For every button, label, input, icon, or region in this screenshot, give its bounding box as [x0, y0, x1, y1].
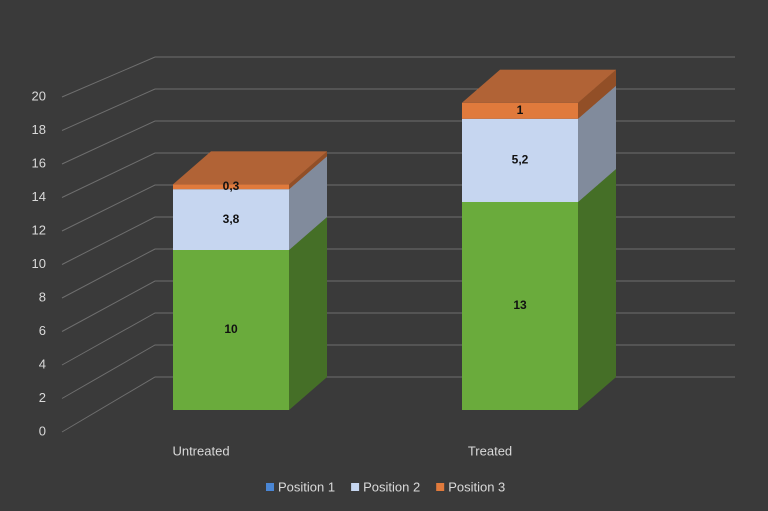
legend-swatch [266, 483, 274, 491]
bar-front [173, 250, 289, 410]
x-tick-label: Untreated [172, 443, 229, 458]
bar-segment [173, 156, 327, 250]
x-tick-label: Treated [468, 443, 512, 458]
bar-top [173, 151, 327, 185]
bar-segment [173, 217, 327, 410]
bar-side [578, 169, 616, 410]
value-label: 10 [224, 322, 238, 336]
y-tick-label: 4 [39, 356, 46, 371]
y-tick-label: 16 [32, 155, 46, 170]
bar-side [289, 217, 327, 410]
bar-side-shade [578, 169, 616, 410]
bar-segment [462, 69, 616, 119]
bar-front [462, 118, 578, 202]
y-tick-label: 18 [32, 122, 46, 137]
bar-side [289, 156, 327, 250]
grid-line [61, 56, 735, 98]
bar-top [462, 69, 616, 103]
bar-side [578, 69, 616, 119]
value-label: 1 [517, 103, 524, 117]
y-tick-label: 20 [32, 88, 46, 103]
bar-side [289, 151, 327, 190]
value-label: 13 [513, 298, 527, 312]
bar-front [173, 184, 289, 190]
bar-front [462, 202, 578, 410]
bar-segment [462, 85, 616, 202]
legend-swatch [436, 483, 445, 491]
bar-top-shade [173, 151, 327, 185]
y-tick-label: 0 [39, 423, 46, 438]
y-tick-label: 8 [39, 289, 46, 304]
bar-front [173, 189, 289, 250]
legend-label: Position 1 [278, 479, 335, 494]
bar-side-shade [289, 156, 327, 250]
bar-side [578, 85, 616, 202]
legend-label: Position 3 [448, 479, 505, 494]
bar-front [462, 102, 578, 119]
value-label: 0,3 [223, 179, 240, 193]
bar-side-shade [578, 69, 616, 119]
bar-top-shade [462, 69, 616, 103]
legend-label: Position 2 [363, 479, 420, 494]
y-tick-label: 6 [39, 323, 46, 338]
bar-segment [462, 169, 616, 410]
bar-side-shade [289, 217, 327, 410]
y-tick-label: 10 [32, 256, 46, 271]
bar-side-shade [578, 85, 616, 202]
y-tick-label: 14 [32, 189, 46, 204]
bar-segment [173, 151, 327, 190]
value-label: 5,2 [512, 153, 529, 167]
legend-swatch [351, 483, 360, 491]
value-label: 3,8 [223, 212, 240, 226]
bar-side-shade [289, 151, 327, 190]
y-tick-label: 12 [32, 222, 46, 237]
y-tick-label: 2 [39, 390, 46, 405]
